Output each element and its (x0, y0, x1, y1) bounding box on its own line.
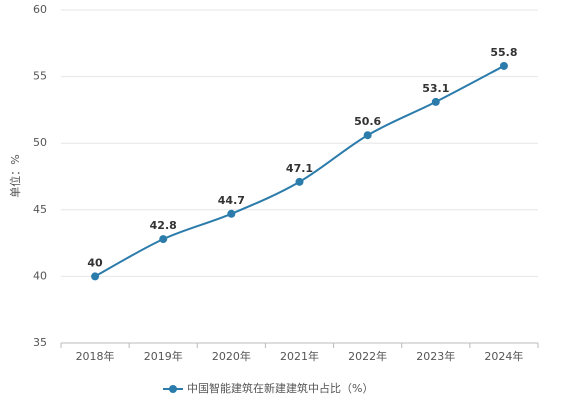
x-tick-label: 2018年 (76, 349, 115, 363)
point (159, 235, 168, 244)
y-tick-label: 60 (33, 3, 47, 16)
data-label: 40 (87, 256, 103, 269)
data-label: 42.8 (150, 219, 177, 232)
point (499, 61, 508, 70)
y-tick-label: 35 (33, 336, 47, 349)
y-tick-label: 50 (33, 136, 47, 149)
data-label: 55.8 (490, 46, 517, 59)
point (431, 97, 440, 106)
y-tick-label: 40 (33, 269, 47, 282)
x-tick-label: 2021年 (280, 349, 319, 363)
point (363, 131, 372, 140)
y-tick-label: 45 (33, 203, 47, 216)
point (295, 177, 304, 186)
x-tick-label: 2020年 (212, 349, 251, 363)
legend-label: 中国智能建筑在新建建筑中占比（%） (187, 381, 373, 395)
y-tick-label: 55 (33, 70, 47, 83)
data-label: 50.6 (354, 115, 381, 128)
x-tick-label: 2019年 (144, 349, 183, 363)
x-tick-label: 2024年 (484, 349, 523, 363)
x-tick-label: 2023年 (416, 349, 455, 363)
point (227, 209, 236, 218)
point (91, 272, 100, 281)
data-label: 44.7 (218, 194, 245, 207)
data-label: 53.1 (422, 82, 449, 95)
y-axis-label: 单位：% (8, 154, 22, 197)
data-label: 47.1 (286, 162, 313, 175)
x-tick-label: 2022年 (348, 349, 387, 363)
legend-marker (169, 385, 177, 393)
